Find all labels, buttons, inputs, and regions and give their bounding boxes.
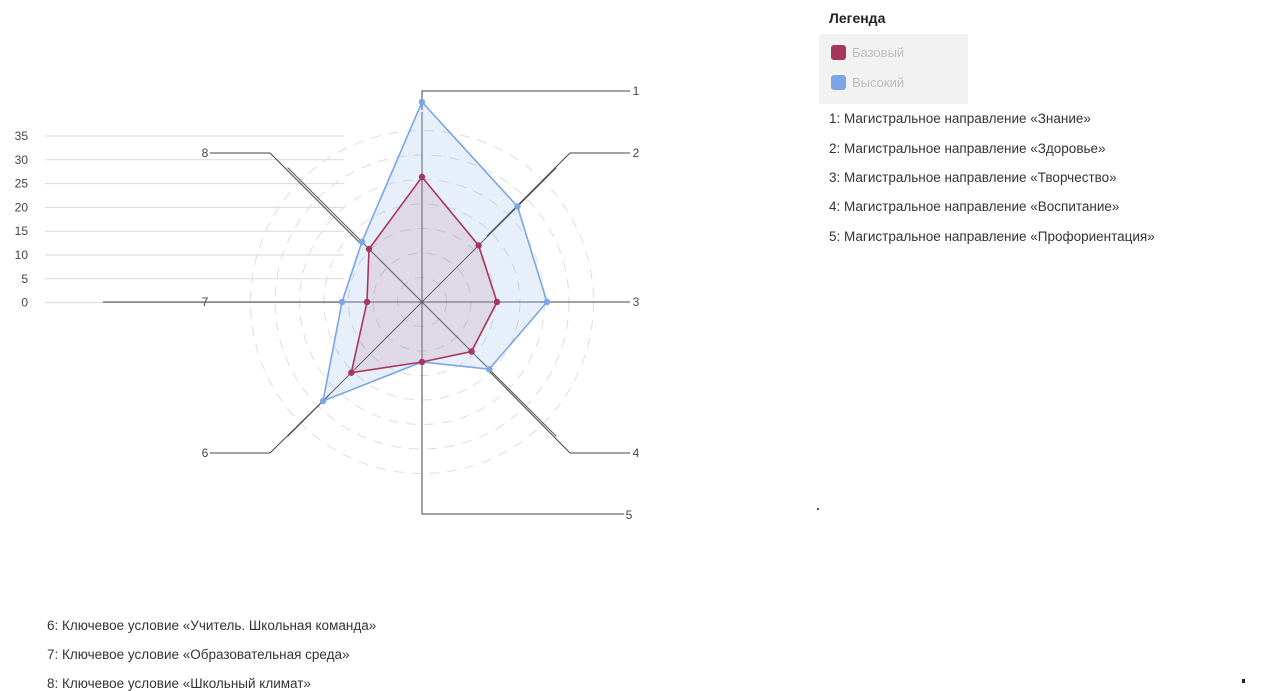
data-point-base-8 xyxy=(365,245,373,253)
axis-leader-line xyxy=(486,152,630,237)
data-point-high-6 xyxy=(319,397,327,405)
axis-label: 7 xyxy=(202,295,209,309)
axis-spoke xyxy=(287,167,423,303)
axis-label: 3 xyxy=(633,295,640,309)
axis-description-6: 6: Ключевое условие «Учитель. Школьная к… xyxy=(47,618,377,633)
radial-tick-label: 15 xyxy=(15,224,29,238)
axis-leader-lines xyxy=(103,90,630,515)
legend-item-high[interactable]: Высокий xyxy=(831,73,904,91)
data-point-high-7 xyxy=(338,298,346,306)
radial-tick-labels: 35 30 25 20 15 10 5 0 xyxy=(15,129,29,310)
data-point-high-2 xyxy=(514,203,521,210)
axis-label: 5 xyxy=(626,508,633,522)
axis-label: 1 xyxy=(633,84,640,98)
axis-leader-line xyxy=(487,369,630,454)
axis-description-5: 5: Магистральное направление «Профориент… xyxy=(829,229,1155,244)
legend-label-base: Базовый xyxy=(852,44,905,60)
legend-label-high: Высокий xyxy=(852,74,905,90)
axis-description-1: 1: Магистральное направление «Знание» xyxy=(829,111,1091,126)
radial-tick-label: 20 xyxy=(15,200,29,214)
axis-label: 6 xyxy=(202,446,209,460)
axis-label: 8 xyxy=(202,146,209,160)
axis-description-3: 3: Магистральное направление «Творчество… xyxy=(829,170,1117,185)
data-point-high-1 xyxy=(418,98,426,106)
axis-description-8: 8: Ключевое условие «Школьный климат» xyxy=(47,676,311,691)
data-point-base-4 xyxy=(468,348,475,355)
axis-labels: 1 2 3 4 5 6 7 8 xyxy=(202,84,640,522)
legend-swatch-high xyxy=(831,74,846,90)
radial-tick-label: 25 xyxy=(15,177,29,191)
data-point-base-5 xyxy=(418,358,426,366)
axis-leader-line xyxy=(421,90,630,110)
axis-description-7: 7: Ключевое условие «Образовательная сре… xyxy=(47,647,350,662)
radial-tick-label: 0 xyxy=(21,296,28,310)
data-point-base-6 xyxy=(348,369,355,376)
radial-tick-label: 35 xyxy=(15,129,29,143)
data-point-base-7 xyxy=(363,298,371,306)
axis-leader-line xyxy=(210,394,330,454)
radial-tick-label: 10 xyxy=(15,248,29,262)
data-point-base-1 xyxy=(418,173,426,181)
axis-label: 4 xyxy=(633,446,640,460)
axis-description-2: 2: Магистральное направление «Здоровье» xyxy=(829,141,1106,156)
data-point-high-3 xyxy=(543,298,551,306)
data-point-high-8 xyxy=(358,238,366,246)
series-layer xyxy=(319,98,551,405)
data-point-base-2 xyxy=(475,242,482,249)
legend-swatch-base xyxy=(831,44,846,60)
axis-leader-line xyxy=(421,360,624,515)
axis-spoke xyxy=(421,167,557,303)
axis-description-4: 4: Магистральное направление «Воспитание… xyxy=(829,199,1120,214)
axis-label: 2 xyxy=(633,146,640,160)
decorative-dot-corner xyxy=(1242,679,1245,683)
decorative-dot xyxy=(817,508,819,510)
radial-tick-label: 30 xyxy=(15,153,29,167)
radial-tick-label: 5 xyxy=(21,272,28,286)
legend: Базовый Высокий xyxy=(819,34,968,104)
axis-leader-line xyxy=(210,152,363,246)
data-point-base-3 xyxy=(493,298,501,306)
legend-item-base[interactable]: Базовый xyxy=(831,43,904,61)
radial-tick-lines xyxy=(45,135,344,304)
legend-title: Легенда xyxy=(829,10,886,26)
data-point-high-4 xyxy=(486,366,493,373)
